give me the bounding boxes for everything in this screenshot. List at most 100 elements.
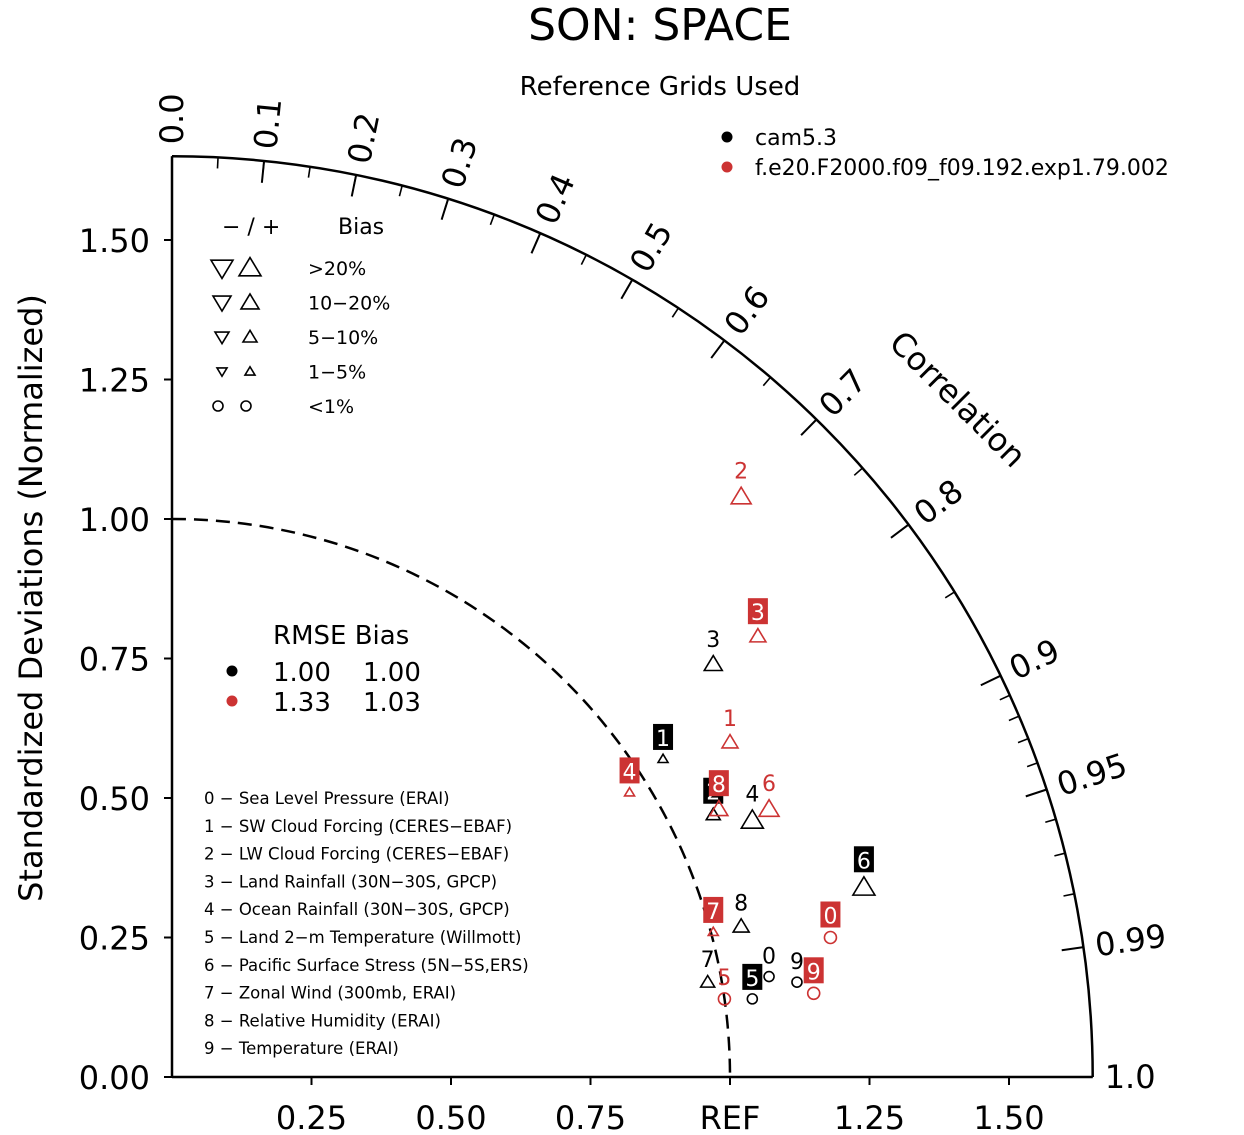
point-marker-s0-9 (791, 976, 803, 988)
variable-list-item: 5 − Land 2−m Temperature (Willmott) (204, 928, 521, 947)
point-label-s1-1: 1 (723, 707, 737, 732)
summary-dot (226, 695, 238, 707)
correlation-major-tick (710, 339, 726, 359)
y-tick-label: 0.00 (79, 1059, 150, 1097)
point-label-s0-1: 1 (656, 727, 670, 752)
x-tick-label: 0.75 (555, 1099, 626, 1135)
point-marker-s1-7 (706, 925, 720, 937)
point-label-s1-9: 9 (807, 960, 821, 985)
model-legend-label: cam5.3 (755, 126, 837, 151)
point-marker-s1-2 (729, 485, 753, 505)
summary-bias: 1.00 (363, 658, 421, 688)
bias-legend-label: 1−5% (308, 362, 366, 384)
correlation-minor-tick (1045, 818, 1057, 824)
point-label-s0-9: 9 (790, 950, 804, 975)
correlation-tick-label: 0.7 (811, 361, 874, 424)
correlation-tick-label: 0.9 (1003, 631, 1065, 687)
point-label-s1-0: 0 (823, 905, 837, 930)
correlation-minor-tick (1026, 762, 1038, 768)
correlation-tick-label: 1.0 (1105, 1058, 1156, 1096)
summary-header: RMSE Bias (273, 621, 409, 651)
outer-arc (171, 155, 1094, 1078)
correlation-tick-label: 0.2 (340, 109, 387, 166)
point-marker-s1-9 (806, 986, 821, 1001)
point-label-box-s1-4 (619, 757, 640, 784)
correlation-minor-tick (580, 254, 588, 265)
model-legend-dot (721, 161, 733, 173)
point-label-s1-5: 5 (717, 966, 731, 991)
correlation-minor-tick (489, 214, 495, 226)
bias-legend-header: Bias (338, 215, 384, 240)
correlation-tick-label-group: 0.2 (340, 109, 387, 166)
y-tick-label: 0.50 (79, 780, 150, 818)
correlation-tick-label-group: 0.95 (1052, 745, 1132, 803)
correlation-tick-label-group: 0.6 (716, 279, 777, 343)
correlation-tick-label: 0.3 (434, 133, 486, 193)
x-tick-label: 1.25 (834, 1099, 905, 1135)
y-axis-label: Standardized Deviations (Normalized) (12, 294, 50, 902)
point-label-s0-0: 0 (762, 945, 776, 970)
correlation-tick-label-group: 0.8 (907, 472, 971, 533)
y-tick-label: 1.50 (79, 222, 150, 260)
x-tick-label: 0.50 (415, 1099, 486, 1135)
variable-list-item: 8 − Relative Humidity (ERAI) (204, 1011, 441, 1030)
correlation-tick-label: 0.6 (716, 279, 777, 343)
point-label-s0-6: 6 (857, 849, 871, 874)
variable-list-item: 3 − Land Rainfall (30N−30S, GPCP) (204, 872, 497, 891)
correlation-major-tick (260, 160, 266, 183)
point-marker-s1-1 (720, 733, 740, 749)
correlation-major-tick (350, 174, 358, 197)
bias-legend-label: 10−20% (308, 293, 390, 315)
correlation-tick-label: 0.0 (153, 93, 191, 144)
correlation-minor-tick (1017, 737, 1029, 744)
correlation-major-tick (440, 198, 450, 220)
correlation-major-tick (890, 523, 910, 539)
point-marker-s0-0 (763, 970, 775, 983)
correlation-tick-label: 0.4 (528, 168, 583, 230)
bias-legend-negative-marker (213, 331, 231, 346)
point-marker-s1-3 (748, 627, 768, 643)
bias-legend-label: >20% (308, 258, 366, 280)
point-label-s1-4: 4 (623, 760, 637, 785)
variable-list-item: 9 − Temperature (ERAI) (204, 1039, 399, 1058)
variable-list-item: 4 − Ocean Rainfall (30N−30S, GPCP) (204, 900, 510, 919)
point-label-box-s1-8 (708, 770, 729, 797)
bias-legend-negative-marker (212, 400, 224, 412)
point-marker-s1-6 (757, 798, 781, 818)
correlation-tick-label-group: 0.9 (1003, 631, 1065, 687)
point-label-box-s0-6 (853, 846, 874, 873)
correlation-tick-label-group: 0.99 (1093, 917, 1169, 965)
correlation-minor-tick (999, 694, 1011, 701)
x-tick-label: REF (700, 1099, 761, 1135)
point-label-box-s1-0 (820, 901, 841, 928)
correlation-minor-tick (216, 157, 219, 169)
correlation-minor-tick (853, 467, 864, 476)
correlation-tick-label-group: 0.7 (811, 361, 874, 424)
correlation-tick-label: 0.1 (246, 96, 289, 150)
correlation-tick-label: 0.8 (907, 472, 971, 533)
correlation-minor-tick (762, 376, 772, 387)
bias-legend-sign-header: − / + (222, 215, 280, 240)
y-tick-label: 0.75 (79, 641, 150, 679)
correlation-minor-tick (1008, 715, 1020, 722)
summary-rmse: 1.00 (273, 658, 331, 688)
bias-legend-positive-marker (239, 292, 261, 310)
correlation-tick-label: 0.5 (622, 216, 680, 279)
bias-legend-positive-marker (237, 255, 263, 277)
correlation-minor-tick (671, 307, 680, 318)
correlation-tick-label-group: 1.0 (1105, 1058, 1156, 1096)
point-label-s1-2: 2 (734, 460, 748, 485)
correlation-major-tick (1061, 946, 1084, 952)
point-label-s1-8: 8 (712, 773, 726, 798)
point-marker-s1-4 (623, 786, 636, 797)
data-points: 01234567890123456789 (619, 460, 877, 1006)
correlation-major-tick (620, 279, 634, 300)
summary-rmse: 1.33 (273, 688, 331, 718)
bias-legend-label: <1% (308, 396, 354, 418)
point-label-box-s1-9 (803, 957, 824, 984)
chart-title: SON: SPACE (528, 0, 792, 51)
correlation-axis-label: Correlation (882, 323, 1034, 475)
variable-list-item: 1 − SW Cloud Forcing (CERES−EBAF) (204, 817, 512, 836)
